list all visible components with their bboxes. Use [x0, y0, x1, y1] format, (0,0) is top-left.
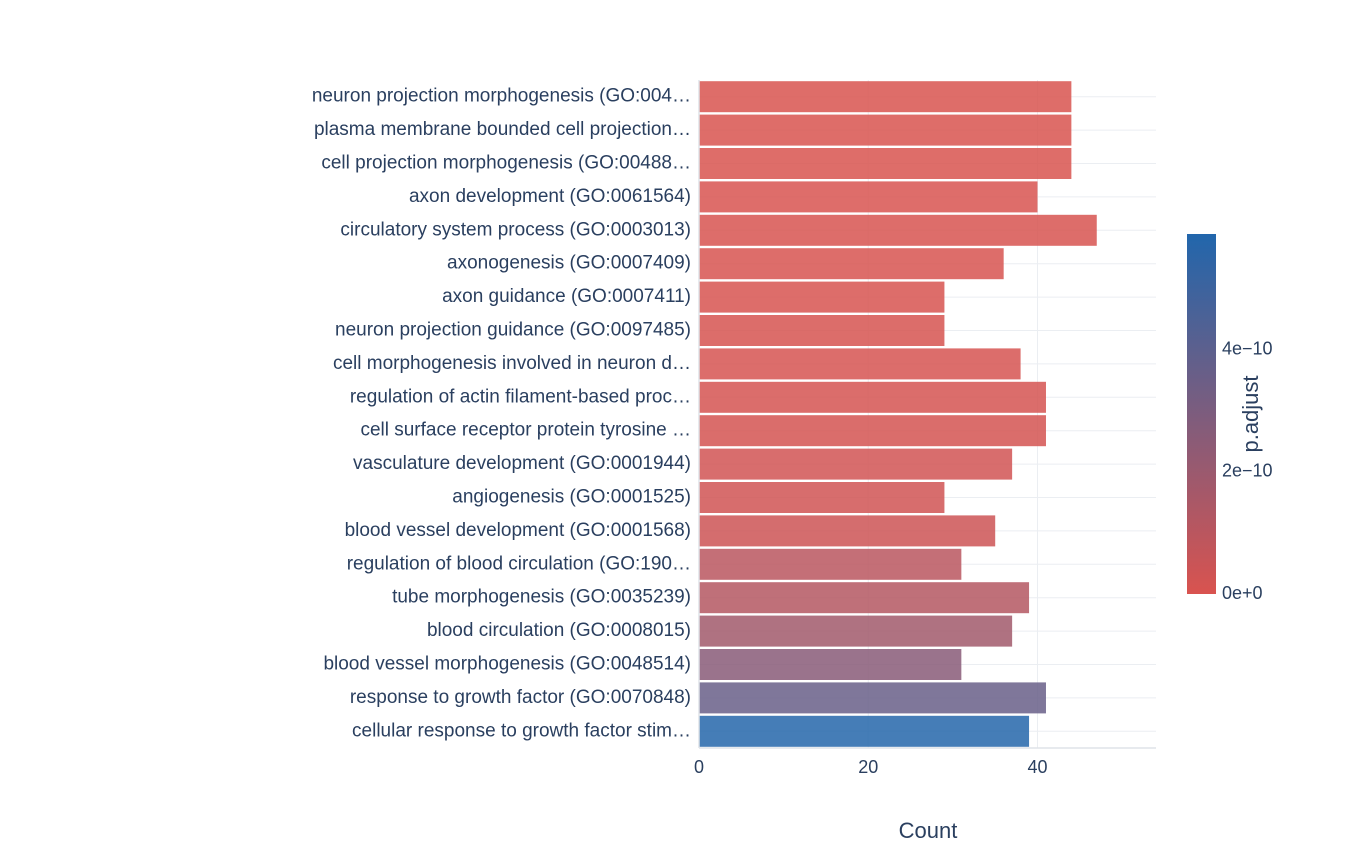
x-tick-label: 20 — [858, 757, 878, 777]
bar — [699, 181, 1038, 213]
bar — [699, 715, 1030, 747]
y-tick-label: neuron projection morphogenesis (GO:004… — [312, 86, 691, 107]
x-axis-title: Count — [899, 818, 958, 843]
y-tick-label: axonogenesis (GO:0007409) — [447, 253, 691, 274]
bar — [699, 582, 1030, 614]
bar — [699, 348, 1021, 380]
y-tick-label: response to growth factor (GO:0070848) — [350, 687, 691, 708]
bar — [699, 515, 996, 547]
y-tick-label: cell morphogenesis involved in neuron d… — [333, 353, 691, 374]
y-tick-label: cell projection morphogenesis (GO:00488… — [321, 153, 691, 174]
bar — [699, 649, 962, 680]
colorbar-tick-label: 4e−10 — [1222, 339, 1273, 359]
bar — [699, 214, 1097, 246]
y-tick-label: angiogenesis (GO:0001525) — [452, 487, 691, 508]
y-tick-label: axon guidance (GO:0007411) — [442, 286, 691, 307]
y-tick-label: regulation of actin filament-based proc… — [350, 386, 691, 407]
bar — [699, 381, 1046, 413]
bar — [699, 548, 962, 580]
y-tick-label: plasma membrane bounded cell projection… — [314, 119, 691, 140]
bar — [699, 315, 945, 346]
bar — [699, 281, 945, 313]
y-tick-label: regulation of blood circulation (GO:190… — [347, 553, 691, 574]
bar — [699, 682, 1046, 714]
bar — [699, 81, 1072, 113]
y-tick-label: cellular response to growth factor stim… — [352, 720, 691, 741]
bar — [699, 448, 1013, 480]
bar — [699, 482, 945, 513]
bar — [699, 114, 1072, 146]
y-tick-label: axon development (GO:0061564) — [409, 186, 691, 207]
bar — [699, 148, 1072, 179]
colorbar-tick-label: 0e+0 — [1222, 583, 1263, 603]
colorbar-title: p.adjust — [1238, 375, 1263, 452]
x-tick-label: 40 — [1028, 757, 1048, 777]
x-tick-label: 0 — [694, 757, 704, 777]
bar — [699, 615, 1013, 647]
y-tick-label: tube morphogenesis (GO:0035239) — [392, 587, 691, 608]
y-tick-label: cell surface receptor protein tyrosine … — [360, 420, 691, 441]
colorbar — [1187, 234, 1216, 594]
y-tick-label: blood vessel development (GO:0001568) — [345, 520, 691, 541]
y-tick-label: neuron projection guidance (GO:0097485) — [335, 320, 691, 341]
y-tick-label: blood vessel morphogenesis (GO:0048514) — [323, 654, 691, 675]
bar — [699, 415, 1046, 447]
colorbar-tick-label: 2e−10 — [1222, 461, 1273, 481]
y-tick-label: vasculature development (GO:0001944) — [353, 453, 691, 474]
y-tick-label: circulatory system process (GO:0003013) — [340, 219, 691, 240]
bar — [699, 248, 1004, 280]
y-tick-label: blood circulation (GO:0008015) — [427, 620, 691, 641]
